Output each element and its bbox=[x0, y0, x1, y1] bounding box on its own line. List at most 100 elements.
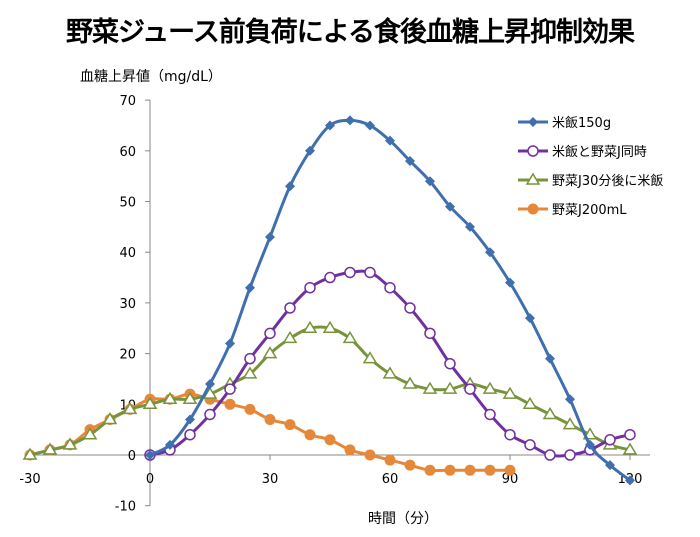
data-point bbox=[442, 381, 458, 394]
data-point bbox=[384, 281, 396, 294]
data-point bbox=[484, 464, 496, 476]
data-point bbox=[224, 398, 236, 410]
data-point bbox=[544, 449, 556, 461]
data-point bbox=[505, 277, 515, 288]
series-2 bbox=[22, 320, 638, 460]
data-point bbox=[202, 386, 218, 399]
data-point bbox=[285, 181, 295, 192]
data-point bbox=[545, 353, 555, 364]
data-point bbox=[542, 406, 558, 420]
data-point bbox=[242, 366, 258, 379]
legend-label: 米飯150g bbox=[552, 116, 611, 131]
data-point bbox=[264, 327, 276, 340]
data-point bbox=[504, 428, 516, 441]
data-point bbox=[142, 396, 158, 410]
data-point bbox=[524, 439, 536, 451]
y-tick-label: -10 bbox=[115, 500, 136, 515]
data-point bbox=[22, 447, 38, 460]
data-point bbox=[527, 203, 539, 215]
data-point bbox=[502, 386, 518, 399]
data-point bbox=[565, 394, 575, 405]
data-point bbox=[445, 201, 455, 212]
data-point bbox=[528, 117, 538, 127]
data-point bbox=[484, 408, 496, 421]
data-point bbox=[284, 302, 296, 314]
data-point bbox=[204, 408, 216, 421]
y-tick-label: 50 bbox=[119, 196, 136, 211]
x-axis-label: 時間（分） bbox=[368, 511, 438, 527]
data-point bbox=[182, 391, 198, 404]
data-point bbox=[425, 176, 435, 187]
data-point bbox=[362, 351, 378, 364]
x-tick-label: 30 bbox=[262, 472, 279, 487]
data-point bbox=[522, 396, 538, 410]
data-point bbox=[585, 439, 595, 450]
data-point bbox=[525, 313, 535, 324]
y-tick-label: 20 bbox=[119, 348, 136, 363]
y-tick-label: 60 bbox=[119, 145, 136, 160]
y-tick-label: 0 bbox=[128, 449, 136, 464]
data-point bbox=[345, 115, 355, 126]
y-tick-label: 30 bbox=[119, 297, 136, 312]
data-point bbox=[622, 442, 638, 455]
data-point bbox=[42, 442, 58, 455]
data-point bbox=[245, 282, 255, 293]
data-point bbox=[184, 428, 196, 441]
data-point bbox=[305, 145, 315, 156]
data-point bbox=[564, 449, 576, 461]
data-point bbox=[344, 444, 356, 456]
data-point bbox=[344, 266, 356, 279]
data-point bbox=[504, 464, 516, 476]
data-point bbox=[365, 120, 375, 131]
y-tick-label: 40 bbox=[119, 246, 136, 261]
data-point bbox=[302, 320, 318, 333]
data-point bbox=[102, 412, 118, 425]
data-point bbox=[482, 381, 498, 394]
legend-item: 米飯と野菜J同時 bbox=[518, 145, 647, 160]
data-point bbox=[402, 376, 418, 389]
y-tick-label: 70 bbox=[119, 94, 136, 109]
data-point bbox=[364, 449, 376, 461]
legend-label: 野菜J200mL bbox=[552, 203, 627, 218]
data-point bbox=[244, 352, 256, 365]
data-point bbox=[624, 428, 636, 441]
data-point bbox=[185, 414, 195, 425]
data-point bbox=[244, 403, 256, 415]
data-point bbox=[324, 434, 336, 446]
series-0 bbox=[145, 115, 635, 486]
data-point bbox=[282, 330, 298, 344]
data-point bbox=[62, 437, 78, 450]
data-point bbox=[265, 231, 275, 242]
data-point bbox=[382, 366, 398, 379]
data-point bbox=[342, 330, 358, 344]
data-point bbox=[464, 464, 476, 476]
data-point bbox=[404, 302, 416, 314]
x-tick-label: 60 bbox=[382, 472, 399, 487]
data-point bbox=[322, 320, 338, 333]
data-point bbox=[264, 414, 276, 426]
data-point bbox=[465, 221, 475, 232]
data-point bbox=[364, 266, 376, 279]
data-point bbox=[444, 357, 456, 370]
data-point bbox=[405, 155, 415, 166]
legend-label: 米飯と野菜J同時 bbox=[552, 145, 647, 160]
data-point bbox=[324, 271, 336, 284]
legend-item: 米飯150g bbox=[518, 116, 611, 131]
data-point bbox=[444, 464, 456, 476]
data-point bbox=[384, 454, 396, 466]
data-point bbox=[525, 172, 541, 185]
data-point bbox=[424, 327, 436, 340]
data-point bbox=[485, 247, 495, 258]
series-3 bbox=[24, 388, 516, 476]
data-point bbox=[82, 427, 98, 440]
data-point bbox=[165, 439, 175, 450]
x-tick-label: -30 bbox=[19, 472, 40, 487]
legend-label: 野菜J30分後に米飯 bbox=[552, 174, 663, 189]
data-point bbox=[464, 383, 476, 395]
data-point bbox=[145, 450, 155, 460]
data-point bbox=[205, 379, 215, 390]
data-point bbox=[162, 391, 178, 404]
legend-item: 野菜J30分後に米飯 bbox=[518, 172, 663, 189]
data-point bbox=[404, 459, 416, 471]
